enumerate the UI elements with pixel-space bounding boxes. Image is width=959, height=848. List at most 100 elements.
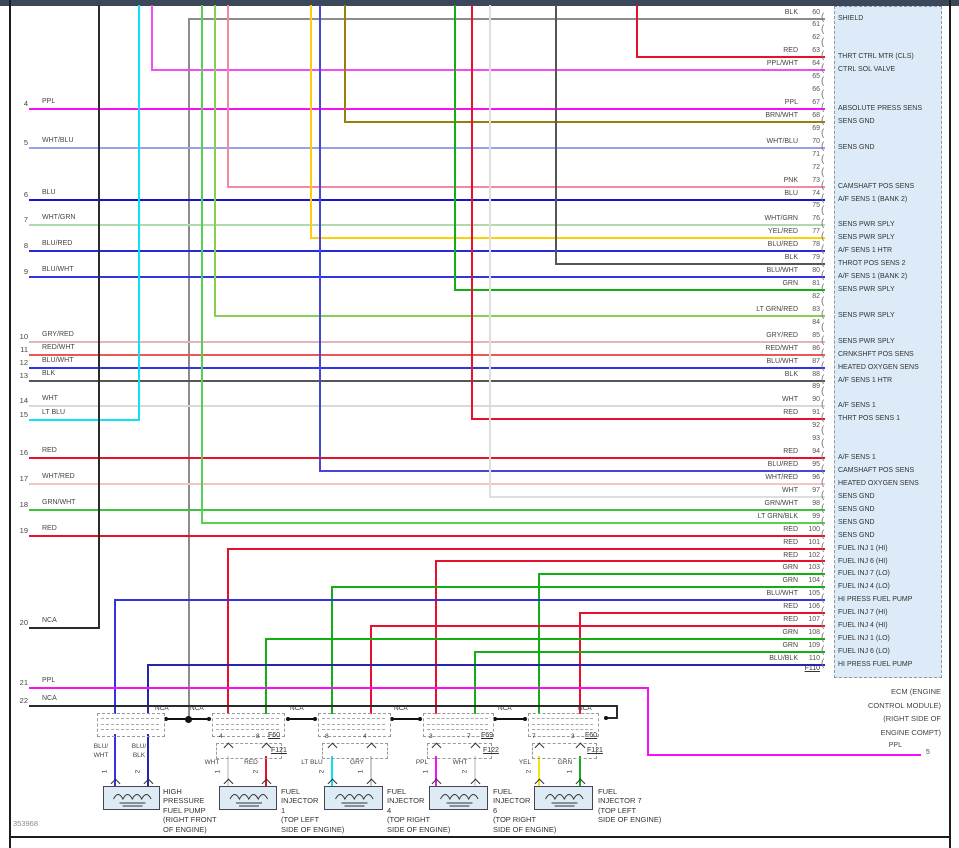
wire-segment [29,276,825,278]
pin-device-label: CAMSHAFT POS SENS [838,183,915,190]
pin-number: 61 [812,21,820,28]
connector-pin-number: 8 [325,733,329,740]
connector-arc-icon: ( [821,477,825,488]
pin-device-label: SENS GND [838,493,875,500]
pin-wire-color-label: GRY/RED [766,332,798,339]
pin-number: 75 [812,202,820,209]
pin-wire-color-label: GRN [782,577,798,584]
left-row-color-label: GRY/RED [42,331,74,338]
pin-wire-color-label: WHT [782,487,798,494]
pin-wire-color-label: BLU/RED [767,241,798,248]
harness-connector [427,743,492,759]
connector-arc-icon: ( [821,24,825,35]
wire-segment [647,687,649,756]
component-box [429,786,488,810]
connector-arc-icon: ( [821,218,825,229]
connector-arc-icon: ( [821,529,825,540]
connector-arc-icon: ( [821,542,825,553]
connector-arc-icon: ( [821,12,825,23]
left-row-number: 7 [23,215,28,224]
junction-dot [207,717,211,721]
connector-arc-icon: ( [821,322,825,333]
wire-segment [227,756,229,789]
left-row-color-label: NCA [42,695,57,702]
component-pin-number: 2 [318,769,326,774]
wire-segment [188,18,190,720]
left-row-number: 18 [19,500,28,509]
connector-pin-number: 7 [467,733,471,740]
wire-segment [29,354,825,356]
wire-segment [555,263,825,265]
connector-pin-number: 4 [363,733,367,740]
left-row-number: 8 [23,241,28,250]
pin-wire-color-label: LT GRN/BLK [757,513,798,520]
wire-segment [29,535,825,537]
pin-number: 94 [812,448,820,455]
left-row-number: 20 [19,618,28,627]
wire-segment [29,509,825,511]
nca-label: NCA [190,705,204,712]
left-row-number: 10 [19,332,28,341]
wire-segment [188,18,825,20]
pin-wire-color-label: BLK [784,254,798,261]
pin-device-label: FUEL INJ 4 (HI) [838,622,888,629]
wire-segment [227,548,229,714]
pin-device-label: THROT POS SENS 2 [838,260,906,267]
component-box [324,786,383,810]
pin-device-label: A/F SENS 1 HTR [838,377,893,384]
pin-device-label: SENS GND [838,118,875,125]
junction-dot [286,717,290,721]
right-frame-line [949,0,951,848]
nca-label: NCA [155,705,169,712]
pin-device-label: A/F SENS 1 HTR [838,247,893,254]
pin-wire-color-label: RED [783,539,798,546]
pin-device-label: SENS GND [838,506,875,513]
pin-number: 99 [812,513,820,520]
wire-segment [454,5,456,291]
pin-wire-color-label: GRN [782,629,798,636]
connector-arc-icon: ( [821,348,825,359]
pin-number: 88 [812,371,820,378]
pin-number: 104 [808,577,820,584]
wire-segment [29,147,825,149]
left-row-color-label: BLK [42,370,56,377]
left-row-color-label: WHT [42,395,58,402]
pin-wire-color-label: WHT/GRN [764,215,798,222]
pin-number: 64 [812,60,820,67]
connector-arc-icon: ( [821,76,825,87]
junction-dot [390,717,394,721]
ecm-label: ECM (ENGINE CONTROL MODULE) (RIGHT SIDE … [788,685,941,739]
pin-number: 60 [812,9,820,16]
pin-number: 107 [808,616,820,623]
pin-device-label: THRT POS SENS 1 [838,415,900,422]
pin-wire-color-label: GRN [782,642,798,649]
pin-number: 84 [812,319,820,326]
connector-arc-icon: ( [821,632,825,643]
inline-connector-wire-dash [216,729,279,730]
component-label: FUEL INJECTOR 7 (TOP LEFT SIDE OF ENGINE) [598,787,662,825]
connector-arc-icon: ( [821,567,825,578]
connector-arc-icon: ( [821,464,825,475]
pin-device-label: HEATED OXYGEN SENS [838,480,919,487]
wire-segment [287,718,316,720]
pin-device-label: SENS PWR SPLY [838,234,895,241]
connector-pin-number: 4 [219,733,223,740]
connector-arc-icon: ( [821,438,825,449]
wire-segment [474,651,476,714]
pin-wire-color-label: PPL/WHT [766,60,798,67]
left-row-color-label: WHT/BLU [42,137,74,144]
connector-code: F60 [585,732,598,739]
connector-arc-icon: ( [821,503,825,514]
connector-arc-icon: ( [821,283,825,294]
wire-segment [579,612,581,714]
pin-wire-color-label: BLU/WHT [766,590,799,597]
pin-number: 65 [812,73,820,80]
wire-segment [538,756,540,789]
wire-segment [636,56,825,58]
left-row-number: 5 [23,138,28,147]
pin-wire-color-label: WHT/BLU [766,138,799,145]
pin-number: 106 [808,603,820,610]
junction-dot [313,717,317,721]
connector-arc-icon: ( [821,658,825,669]
pin-number: 110 [808,655,820,662]
